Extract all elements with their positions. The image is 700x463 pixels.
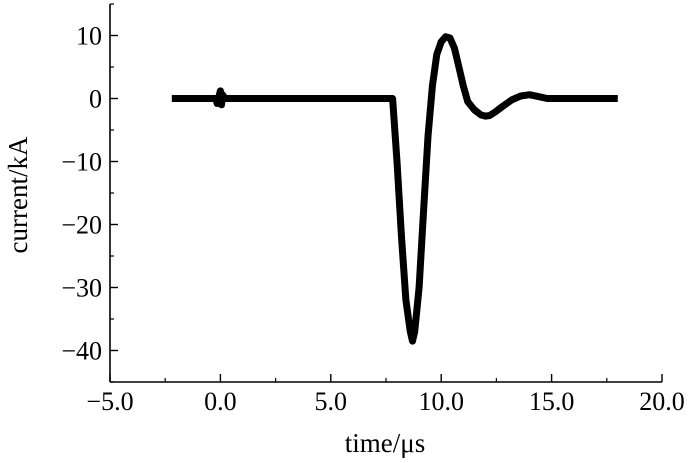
x-tick-label: 10.0 (418, 387, 464, 416)
x-axis-title: time/μs (345, 428, 425, 458)
x-tick-label: 0.0 (204, 387, 237, 416)
ticks (109, 3, 663, 383)
y-tick-label: −20 (61, 211, 102, 240)
x-tick-label: 20.0 (639, 387, 685, 416)
axes (109, 4, 662, 383)
y-tick-label: 10 (76, 22, 102, 51)
x-tick-label: 15.0 (529, 387, 575, 416)
series (171, 33, 618, 345)
y-axis-title: current/kA (3, 136, 33, 253)
y-tick-label: 0 (89, 85, 102, 114)
series-line-0 (171, 33, 618, 345)
tick-labels: −5.0 0.0 5.0 10.0 15.0 20.0 −40 −30 −20 −10 0 10 (61, 22, 684, 417)
x-tick-label: 5.0 (315, 387, 348, 416)
x-tick-label: −5.0 (86, 387, 133, 416)
y-tick-label: −10 (61, 148, 102, 177)
y-tick-label: −40 (61, 337, 102, 366)
y-tick-label: −30 (61, 274, 102, 303)
